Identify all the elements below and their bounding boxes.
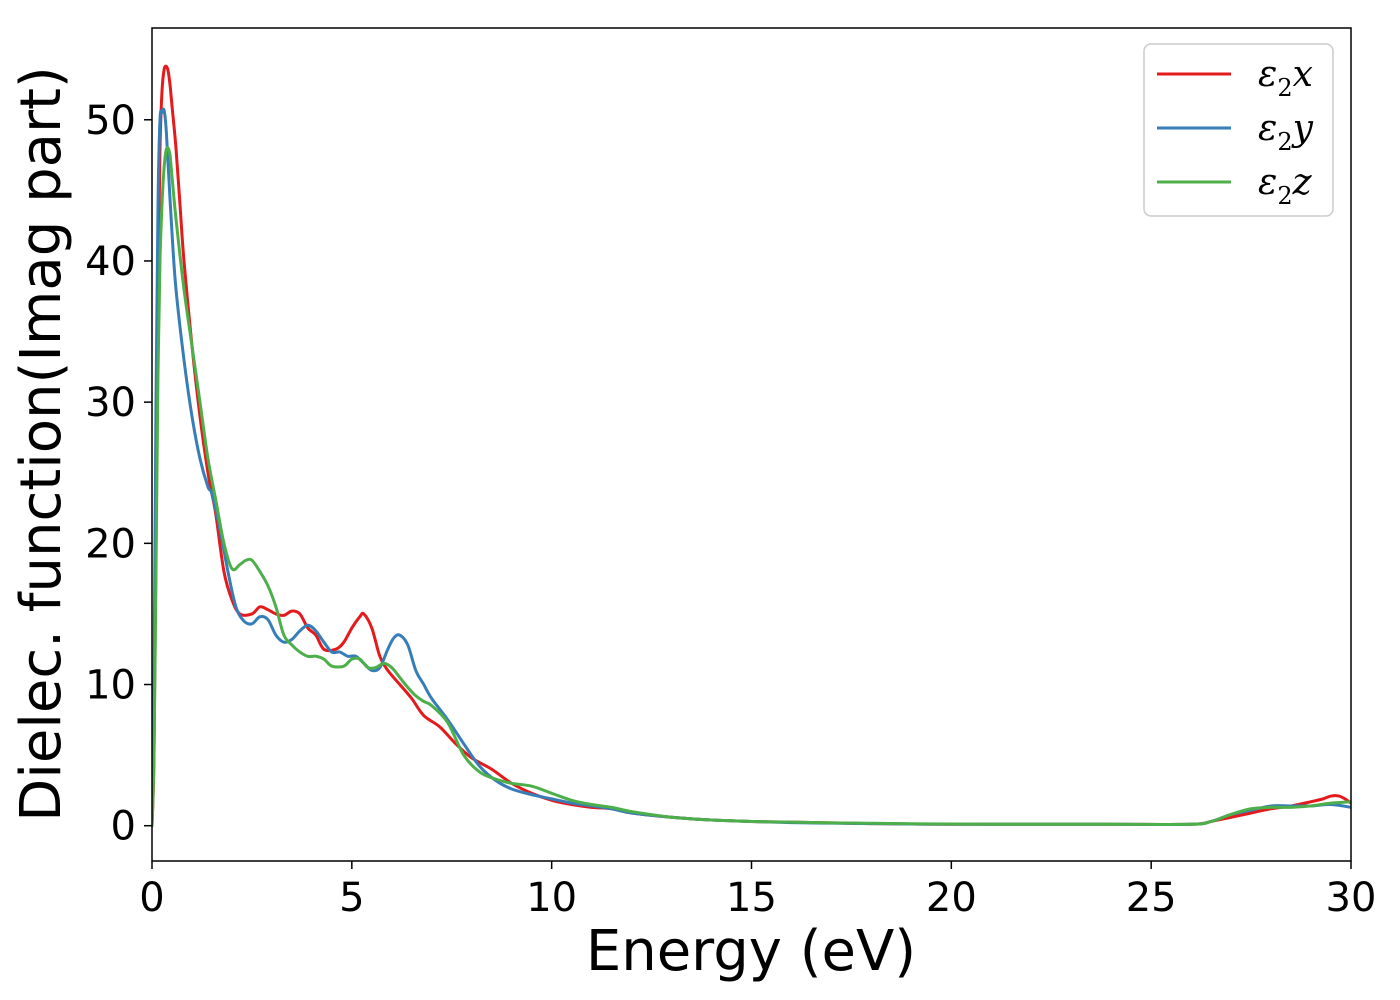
legend-label-subscript: 2 <box>1277 74 1292 102</box>
x-tick-label-1: 5 <box>339 875 364 921</box>
legend-label-y: ε2y <box>1258 108 1314 156</box>
legend-label-z: ε2z <box>1258 162 1313 210</box>
y-tick-label-0: 0 <box>111 804 136 850</box>
y-axis: 0 10 20 30 40 50 <box>85 98 152 850</box>
series-line-z <box>152 146 1351 828</box>
y-tick-label-1: 10 <box>85 663 136 709</box>
x-tick-label-3: 15 <box>726 875 777 921</box>
legend-label-variable: y <box>1291 108 1314 149</box>
legend-label-subscript: 2 <box>1277 182 1292 210</box>
x-axis-title: Energy (eV) <box>586 919 916 984</box>
y-tick-label-2: 20 <box>85 521 136 567</box>
y-axis-title: Dielec. function(Imag part) <box>9 66 74 822</box>
legend-label-symbol: ε <box>1258 108 1277 149</box>
legend-label-variable: z <box>1292 162 1313 203</box>
x-tick-label-6: 30 <box>1326 875 1377 921</box>
legend-label-symbol: ε <box>1258 162 1277 203</box>
series-layer <box>152 64 1351 828</box>
x-tick-label-4: 20 <box>926 875 977 921</box>
legend-label-subscript: 2 <box>1277 128 1292 156</box>
x-axis: 0 5 10 15 20 25 30 <box>139 861 1376 921</box>
legend-label-x: ε2x <box>1258 54 1313 102</box>
y-tick-label-5: 50 <box>85 98 136 144</box>
y-tick-label-3: 30 <box>85 380 136 426</box>
x-tick-label-5: 25 <box>1126 875 1177 921</box>
legend-label-variable: x <box>1293 54 1313 95</box>
y-tick-label-4: 40 <box>85 239 136 285</box>
x-tick-label-2: 10 <box>526 875 577 921</box>
legend-label-symbol: ε <box>1258 54 1277 95</box>
legend-box <box>1143 43 1334 217</box>
x-tick-label-0: 0 <box>139 875 164 921</box>
